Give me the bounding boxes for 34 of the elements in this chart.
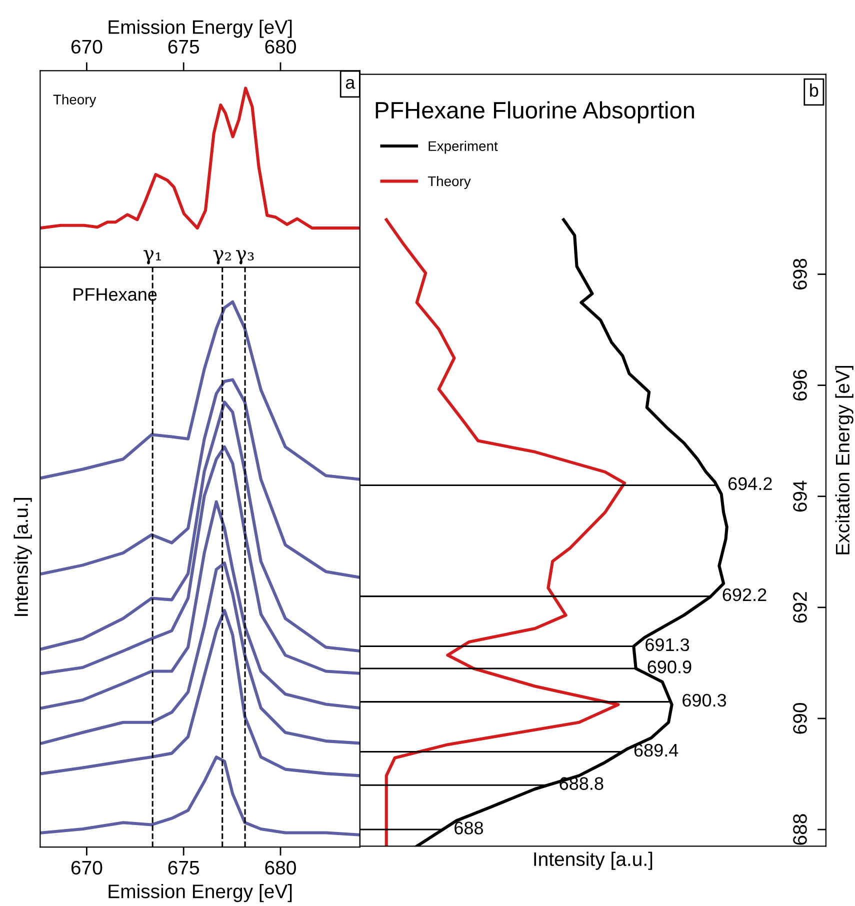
y-tick-label: 688	[793, 814, 807, 845]
legend-label: Theory	[428, 176, 471, 189]
x-axis-title: Emission Energy [eV]	[108, 20, 292, 38]
x-tick-label: 670	[71, 860, 102, 875]
ref-line-label: 692.2	[722, 588, 766, 602]
ref-line-label: 688	[454, 822, 484, 834]
y-axis-title: Intensity [a.u.]	[14, 498, 32, 616]
x-tick-label: 670	[71, 40, 102, 54]
y-tick-label: 692	[793, 592, 807, 623]
y-axis-title: Excitation Energy [eV]	[835, 366, 854, 554]
ref-line-label: γ₃	[236, 250, 254, 264]
ref-line-label: 690.3	[682, 694, 726, 707]
text: PFHexane Fluorine Absoprtion	[376, 101, 694, 124]
ref-line-label: 690.9	[648, 660, 692, 674]
text: b	[810, 84, 818, 97]
y-tick-label: 696	[793, 370, 807, 401]
legend-label: Experiment	[428, 140, 498, 154]
ref-line-label: γ₁	[144, 250, 161, 264]
annotation: a	[346, 78, 356, 89]
text: PFHexane	[74, 288, 157, 301]
x-tick-label: 675	[168, 40, 200, 54]
y-tick-label: 690	[793, 703, 807, 734]
ref-line-label: 694.2	[728, 477, 772, 490]
x-axis-title: Emission Energy [eV]	[108, 884, 292, 902]
x-tick-label: 680	[265, 40, 296, 54]
x-tick-label: 675	[168, 860, 200, 875]
ref-line-label: 691.3	[646, 638, 690, 652]
y-tick-label: 694	[793, 480, 807, 512]
y-tick-label: 698	[793, 258, 807, 290]
annotation: Theory	[53, 94, 96, 108]
x-tick-label: 680	[265, 860, 296, 875]
ref-line-label: γ₂	[213, 250, 231, 264]
ref-line-label: 689.4	[634, 744, 678, 757]
x-axis-title: Intensity [a.u.]	[534, 852, 652, 870]
